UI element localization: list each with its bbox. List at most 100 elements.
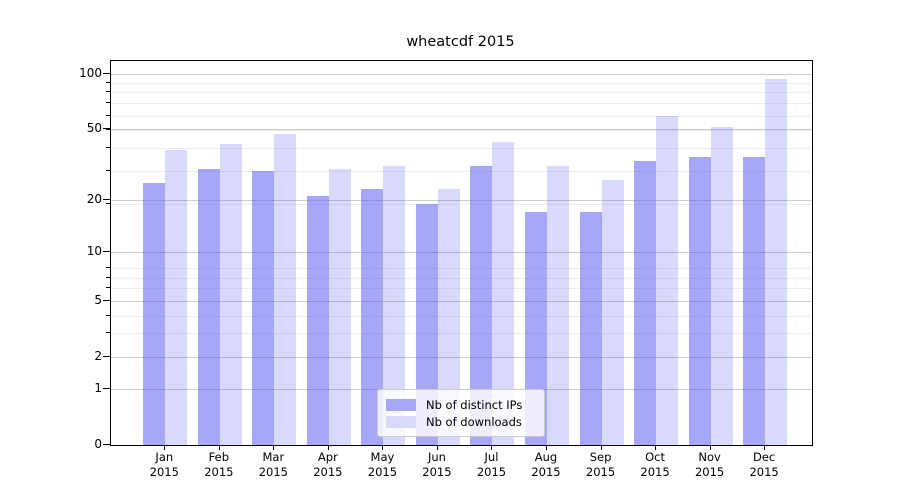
y-tick-label: 50 bbox=[86, 120, 102, 135]
y-minor-tick-mark bbox=[106, 147, 110, 149]
x-tick-label: Oct 2015 bbox=[640, 450, 670, 479]
y-minor-tick-mark bbox=[106, 129, 110, 131]
y-minor-tick-mark bbox=[106, 276, 110, 278]
y-tick-mark bbox=[103, 299, 110, 301]
bar-distinct-ips bbox=[579, 212, 602, 445]
bar-downloads bbox=[437, 189, 460, 445]
y-tick-mark bbox=[103, 251, 110, 253]
x-tick-mark bbox=[764, 445, 766, 450]
legend-item-distinct-ips: Nb of distinct IPs bbox=[386, 396, 536, 413]
x-tick-mark bbox=[327, 445, 329, 450]
y-gridline-major bbox=[111, 252, 812, 254]
bar-distinct-ips bbox=[688, 156, 711, 445]
legend-item-downloads: Nb of downloads bbox=[386, 413, 536, 430]
x-tick-label: Jan 2015 bbox=[149, 450, 179, 479]
y-minor-tick-mark bbox=[106, 81, 110, 83]
y-gridline-minor bbox=[111, 288, 812, 290]
bar-downloads bbox=[165, 150, 188, 445]
y-tick-mark bbox=[103, 127, 110, 129]
x-tick-label: Feb 2015 bbox=[204, 450, 234, 479]
legend-label-downloads: Nb of downloads bbox=[426, 414, 522, 429]
x-tick-mark bbox=[218, 445, 220, 450]
bar-downloads bbox=[274, 133, 297, 445]
x-tick-mark bbox=[273, 445, 275, 450]
y-gridline-minor bbox=[111, 103, 812, 105]
y-gridline-minor bbox=[111, 92, 812, 94]
y-gridline-minor bbox=[111, 115, 812, 117]
x-tick-label: Dec 2015 bbox=[749, 450, 779, 479]
y-gridline-minor bbox=[111, 315, 812, 317]
bar-distinct-ips bbox=[252, 171, 275, 445]
legend: Nb of distinct IPs Nb of downloads bbox=[377, 389, 545, 437]
bar-downloads bbox=[328, 168, 351, 445]
y-tick-mark bbox=[103, 199, 110, 201]
x-tick-label: Sep 2015 bbox=[585, 450, 616, 479]
bar-distinct-ips bbox=[525, 212, 547, 445]
y-tick-label: 2 bbox=[94, 348, 102, 363]
y-tick-label: 20 bbox=[86, 192, 102, 207]
y-gridline-minor bbox=[111, 333, 812, 335]
y-gridline-minor bbox=[111, 171, 812, 173]
y-gridline-major bbox=[111, 200, 812, 202]
y-gridline-minor bbox=[111, 82, 812, 84]
bar-downloads bbox=[547, 166, 569, 445]
bar-distinct-ips bbox=[470, 166, 493, 445]
x-tick-mark bbox=[600, 445, 602, 450]
bar-distinct-ips bbox=[306, 196, 329, 445]
y-tick-mark bbox=[103, 388, 110, 390]
x-tick-label: Apr 2015 bbox=[313, 450, 343, 479]
bar-downloads bbox=[601, 179, 624, 445]
x-tick-mark bbox=[655, 445, 657, 450]
y-gridline-minor bbox=[111, 130, 812, 132]
y-tick-mark bbox=[103, 355, 110, 357]
x-tick-label: Jul 2015 bbox=[476, 450, 507, 479]
y-tick-label: 1 bbox=[94, 381, 102, 396]
bar-distinct-ips bbox=[743, 156, 766, 445]
x-tick-mark bbox=[164, 445, 166, 450]
y-gridline-major bbox=[111, 73, 812, 75]
bar-distinct-ips bbox=[197, 168, 220, 445]
x-tick-mark bbox=[546, 445, 547, 450]
bar-distinct-ips bbox=[361, 189, 384, 445]
x-tick-mark bbox=[709, 445, 711, 450]
y-minor-tick-mark bbox=[106, 202, 110, 204]
y-tick-label: 0 bbox=[94, 437, 102, 451]
bar-downloads bbox=[765, 78, 788, 445]
x-tick-mark bbox=[436, 445, 438, 450]
y-gridline-minor bbox=[111, 277, 812, 279]
x-tick-label: May 2015 bbox=[367, 450, 398, 479]
bar-downloads bbox=[219, 144, 242, 445]
y-minor-tick-mark bbox=[106, 267, 110, 269]
bar-downloads bbox=[492, 142, 515, 445]
y-minor-tick-mark bbox=[106, 114, 110, 116]
y-tick-label: 100 bbox=[79, 65, 102, 80]
legend-swatch-distinct-ips bbox=[386, 398, 416, 411]
y-gridline-minor bbox=[111, 148, 812, 150]
y-minor-tick-mark bbox=[106, 91, 110, 93]
y-gridline-minor bbox=[111, 203, 812, 205]
bar-downloads bbox=[710, 127, 733, 445]
y-gridline-major bbox=[111, 300, 812, 302]
legend-swatch-downloads bbox=[386, 415, 416, 428]
x-tick-label: Jun 2015 bbox=[422, 450, 452, 479]
chart-title: wheatcdf 2015 bbox=[406, 34, 515, 50]
y-tick-label: 10 bbox=[86, 244, 102, 259]
y-minor-tick-mark bbox=[106, 287, 110, 289]
y-minor-tick-mark bbox=[106, 102, 110, 104]
x-tick-label: Aug 2015 bbox=[531, 450, 561, 479]
y-gridline-major bbox=[111, 356, 812, 358]
x-tick-label: Nov 2015 bbox=[694, 450, 725, 479]
y-minor-tick-mark bbox=[106, 314, 110, 316]
y-tick-label: 5 bbox=[94, 292, 102, 307]
y-gridline-major bbox=[111, 128, 812, 130]
plot-area bbox=[110, 60, 813, 446]
x-tick-label: Mar 2015 bbox=[258, 450, 288, 479]
x-tick-mark bbox=[382, 445, 384, 450]
y-minor-tick-mark bbox=[106, 332, 110, 334]
y-tick-mark bbox=[103, 444, 110, 445]
y-tick-mark bbox=[103, 72, 110, 74]
bar-distinct-ips bbox=[143, 182, 166, 445]
y-gridline-minor bbox=[111, 268, 812, 270]
bar-distinct-ips bbox=[634, 161, 657, 445]
